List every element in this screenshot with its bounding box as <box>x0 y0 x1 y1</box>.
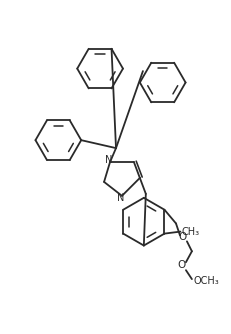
Text: N: N <box>105 155 112 165</box>
Text: CH₃: CH₃ <box>181 226 199 236</box>
Text: OCH₃: OCH₃ <box>193 276 219 286</box>
Text: O: O <box>177 260 185 270</box>
Text: N: N <box>117 193 124 203</box>
Text: O: O <box>178 232 186 242</box>
